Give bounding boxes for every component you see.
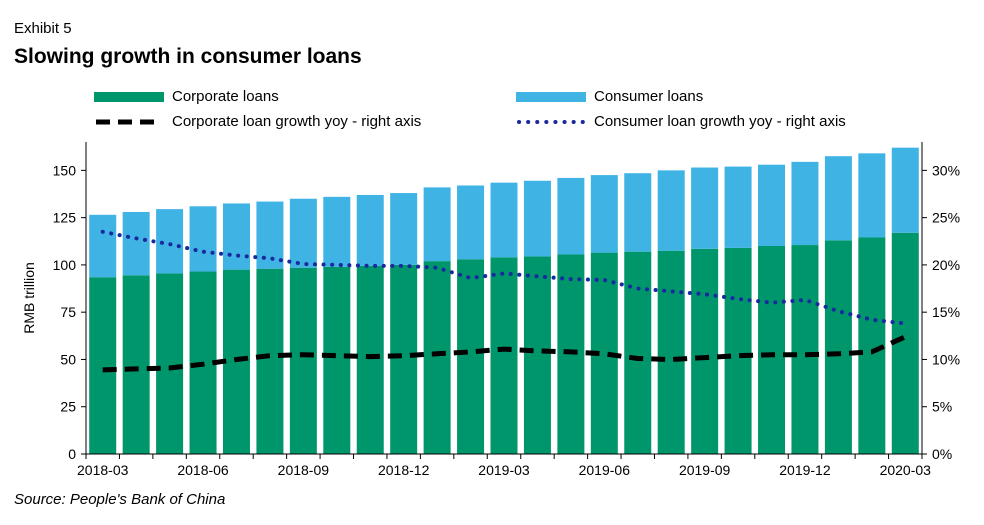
y-tick-label-right: 15% (932, 304, 960, 320)
bar-corporate-2019-08 (657, 250, 685, 454)
bar-consumer-2019-10 (724, 166, 752, 248)
bar-consumer-2019-11 (758, 164, 786, 246)
x-tick-label-2018-12: 2018-12 (378, 462, 430, 478)
bar-corporate-2019-12 (791, 245, 819, 454)
legend-label-consumer-loans: Consumer loans (594, 88, 704, 105)
bar-consumer-2018-11 (356, 194, 384, 266)
bar-corporate-2019-09 (691, 248, 719, 454)
bar-consumer-2019-08 (657, 170, 685, 251)
bar-corporate-2018-05 (156, 273, 184, 454)
bar-consumer-2018-03 (89, 214, 117, 278)
bar-consumer-2018-12 (390, 193, 418, 265)
y-tick-label-right: 5% (932, 399, 952, 415)
bar-consumer-2018-07 (222, 203, 250, 270)
bars-group (89, 147, 919, 454)
bar-consumer-2019-06 (590, 175, 618, 253)
bar-corporate-2019-10 (724, 247, 752, 454)
bar-consumer-2020-01 (824, 156, 852, 241)
x-tick-label-2018-03: 2018-03 (77, 462, 129, 478)
bar-corporate-2019-11 (758, 246, 786, 454)
legend-line-consumer-growth (517, 120, 586, 124)
x-tick-label-2018-09: 2018-09 (278, 462, 330, 478)
legend-item-corporate-growth: Corporate loan growth yoy - right axis (94, 113, 421, 131)
x-tick-label-2019-03: 2019-03 (478, 462, 530, 478)
bar-corporate-2018-10 (323, 266, 351, 454)
bar-consumer-2019-01 (423, 187, 451, 262)
bar-consumer-2018-08 (256, 201, 284, 269)
y-tick-label-right: 25% (932, 210, 960, 226)
bar-consumer-2019-02 (457, 185, 485, 260)
bar-consumer-2019-12 (791, 161, 819, 246)
bar-consumer-2019-09 (691, 167, 719, 249)
bar-corporate-2019-07 (624, 251, 652, 454)
x-tick-label-2018-06: 2018-06 (177, 462, 229, 478)
legend-label-corporate-loans: Corporate loans (172, 88, 279, 105)
exhibit-label: Exhibit 5 (14, 20, 72, 37)
y-tick-label-right: 30% (932, 162, 960, 178)
bar-corporate-2018-09 (289, 267, 317, 454)
bar-consumer-2020-03 (891, 147, 919, 233)
bar-consumer-2019-05 (557, 177, 585, 255)
y-tick-label-right: 20% (932, 257, 960, 273)
legend-item-consumer-growth: Consumer loan growth yoy - right axis (516, 113, 846, 131)
bar-consumer-2018-09 (289, 198, 317, 268)
bar-corporate-2019-04 (523, 256, 551, 454)
bar-consumer-2018-06 (189, 206, 217, 272)
bar-corporate-2019-03 (490, 257, 518, 454)
y-tick-label-left: 100 (53, 257, 77, 273)
legend-item-corporate-loans: Corporate loans (94, 88, 279, 106)
lines-group (100, 229, 908, 373)
bar-consumer-2020-02 (858, 153, 886, 238)
bar-consumer-2018-05 (156, 209, 184, 274)
bar-corporate-2019-01 (423, 261, 451, 454)
legend-item-consumer-loans: Consumer loans (516, 88, 703, 106)
bar-consumer-2018-04 (122, 211, 150, 276)
y-tick-label-left: 125 (53, 210, 77, 226)
bar-consumer-2019-03 (490, 182, 518, 258)
legend-swatch-consumer-loans (516, 92, 586, 102)
legend-swatch-corporate-loans (94, 92, 164, 102)
y-tick-label-left: 75 (60, 304, 76, 320)
bar-corporate-2019-02 (457, 259, 485, 454)
bar-consumer-2018-10 (323, 196, 351, 267)
x-tick-label-2019-09: 2019-09 (679, 462, 731, 478)
y-tick-label-left: 0 (68, 446, 76, 462)
bar-corporate-2018-03 (89, 277, 117, 454)
legend-label-consumer-growth: Consumer loan growth yoy - right axis (594, 113, 846, 130)
bar-corporate-2020-01 (824, 240, 852, 454)
bar-consumer-2019-07 (624, 173, 652, 252)
legend-label-corporate-growth: Corporate loan growth yoy - right axis (172, 113, 422, 130)
bar-corporate-2018-04 (122, 275, 150, 454)
line-corporate-growth (102, 334, 907, 373)
bar-consumer-2019-04 (523, 180, 551, 257)
bar-corporate-2018-12 (390, 264, 418, 454)
y-tick-label-left: 50 (60, 351, 76, 367)
axes-group: 0 25 50 75 100 125 150 0% 5% 10% 15% 20% 25% 30% 2018-… (21, 142, 960, 478)
source-note: Source: People's Bank of China (14, 491, 226, 508)
bar-corporate-2018-08 (256, 268, 284, 454)
legend-line-corporate-growth (96, 119, 162, 125)
y-tick-label-left: 25 (60, 399, 76, 415)
x-tick-label-2019-12: 2019-12 (779, 462, 831, 478)
y-tick-label-right: 0% (932, 446, 952, 462)
bar-corporate-2018-11 (356, 265, 384, 454)
y-tick-label-right: 10% (932, 351, 960, 367)
line-consumer-growth (100, 229, 908, 326)
x-tick-label-2019-06: 2019-06 (579, 462, 631, 478)
y-axis-title: RMB trillion (21, 262, 37, 334)
chart-title: Slowing growth in consumer loans (14, 45, 362, 68)
y-tick-label-left: 150 (53, 162, 77, 178)
x-tick-label-2020-03: 2020-03 (880, 462, 932, 478)
